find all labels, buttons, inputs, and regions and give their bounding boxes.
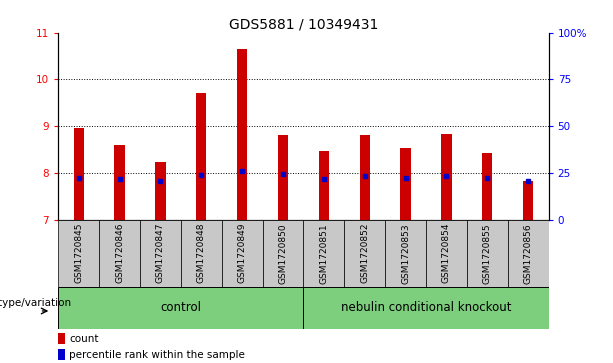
Bar (237, 49, 247, 220)
Bar (140, 220, 181, 287)
Bar (262, 220, 303, 287)
Bar (181, 220, 222, 287)
Text: GSM1720856: GSM1720856 (524, 223, 533, 284)
Text: GSM1720848: GSM1720848 (197, 223, 206, 284)
Text: GSM1720845: GSM1720845 (74, 223, 83, 284)
Bar (319, 151, 329, 220)
Bar (196, 93, 207, 220)
Bar (523, 181, 533, 220)
Text: percentile rank within the sample: percentile rank within the sample (69, 350, 245, 360)
Text: GSM1720855: GSM1720855 (483, 223, 492, 284)
Bar (345, 220, 385, 287)
Bar (222, 220, 262, 287)
Bar (58, 333, 65, 344)
Bar (58, 349, 65, 360)
Bar (426, 220, 467, 287)
Text: GSM1720854: GSM1720854 (442, 223, 451, 284)
Text: GSM1720849: GSM1720849 (238, 223, 246, 284)
Text: control: control (161, 301, 201, 314)
Text: GSM1720853: GSM1720853 (401, 223, 410, 284)
Text: GSM1720847: GSM1720847 (156, 223, 165, 284)
Text: GSM1720852: GSM1720852 (360, 223, 369, 284)
Bar (508, 220, 549, 287)
Text: GSM1720851: GSM1720851 (319, 223, 329, 284)
Bar (482, 153, 492, 220)
Bar (58, 220, 99, 287)
Bar (303, 220, 345, 287)
Bar (155, 162, 166, 220)
Bar (400, 148, 411, 220)
Bar (441, 134, 452, 220)
Bar (467, 220, 508, 287)
Title: GDS5881 / 10349431: GDS5881 / 10349431 (229, 17, 378, 32)
Bar (74, 129, 84, 220)
Bar (303, 287, 549, 329)
Bar (58, 287, 303, 329)
Bar (278, 135, 288, 220)
Bar (360, 135, 370, 220)
Bar (115, 145, 124, 220)
Text: genotype/variation: genotype/variation (0, 298, 72, 307)
Text: GSM1720850: GSM1720850 (278, 223, 287, 284)
Bar (99, 220, 140, 287)
Text: nebulin conditional knockout: nebulin conditional knockout (341, 301, 511, 314)
Text: count: count (69, 334, 99, 343)
Bar (385, 220, 426, 287)
Text: GSM1720846: GSM1720846 (115, 223, 124, 284)
